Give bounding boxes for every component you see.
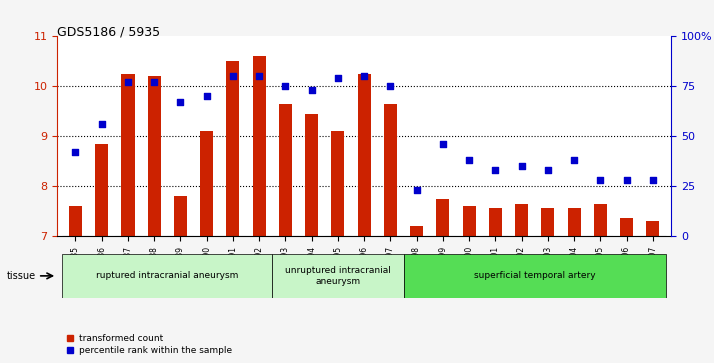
- Bar: [410, 226, 423, 236]
- Bar: [594, 204, 607, 236]
- Point: [227, 73, 238, 79]
- Point: [96, 121, 107, 127]
- Point: [70, 149, 81, 155]
- Bar: [463, 206, 476, 236]
- Bar: [226, 61, 239, 236]
- Bar: [167, 36, 193, 236]
- Bar: [331, 131, 344, 236]
- Point: [175, 99, 186, 105]
- Bar: [62, 36, 89, 236]
- Point: [280, 83, 291, 89]
- Text: GDS5186 / 5935: GDS5186 / 5935: [57, 25, 160, 38]
- Point: [647, 177, 658, 183]
- Bar: [620, 219, 633, 236]
- Bar: [69, 206, 82, 236]
- Bar: [148, 76, 161, 236]
- Point: [568, 157, 580, 163]
- Bar: [253, 56, 266, 236]
- Bar: [200, 131, 213, 236]
- Point: [306, 87, 317, 93]
- Bar: [272, 36, 298, 236]
- Point: [253, 73, 265, 79]
- Point: [149, 79, 160, 85]
- Text: ruptured intracranial aneurysm: ruptured intracranial aneurysm: [96, 272, 238, 280]
- Point: [542, 167, 553, 173]
- Point: [490, 167, 501, 173]
- Bar: [384, 104, 397, 236]
- Bar: [377, 36, 403, 236]
- Bar: [325, 36, 351, 236]
- Point: [516, 163, 528, 169]
- Bar: [305, 114, 318, 236]
- Point: [595, 177, 606, 183]
- Bar: [640, 36, 666, 236]
- Text: tissue: tissue: [7, 271, 36, 281]
- Point: [621, 177, 633, 183]
- Bar: [489, 208, 502, 236]
- Bar: [541, 208, 554, 236]
- Bar: [430, 36, 456, 236]
- Point: [463, 157, 475, 163]
- FancyBboxPatch shape: [403, 254, 666, 298]
- Bar: [95, 144, 109, 236]
- Point: [411, 187, 423, 193]
- Bar: [587, 36, 613, 236]
- Bar: [568, 208, 580, 236]
- Bar: [358, 74, 371, 236]
- Bar: [279, 104, 292, 236]
- Bar: [515, 204, 528, 236]
- Point: [437, 141, 448, 147]
- Point: [358, 73, 370, 79]
- Point: [122, 79, 134, 85]
- Text: unruptured intracranial
aneurysm: unruptured intracranial aneurysm: [285, 266, 391, 286]
- Bar: [220, 36, 246, 236]
- Bar: [436, 199, 449, 236]
- FancyBboxPatch shape: [272, 254, 403, 298]
- Bar: [482, 36, 508, 236]
- Point: [385, 83, 396, 89]
- Point: [332, 76, 343, 81]
- Bar: [121, 74, 134, 236]
- Bar: [115, 36, 141, 236]
- Bar: [174, 196, 187, 236]
- Bar: [535, 36, 561, 236]
- Text: superficial temporal artery: superficial temporal artery: [474, 272, 595, 280]
- FancyBboxPatch shape: [62, 254, 272, 298]
- Bar: [646, 221, 659, 236]
- Legend: transformed count, percentile rank within the sample: transformed count, percentile rank withi…: [61, 331, 236, 359]
- Point: [201, 93, 212, 99]
